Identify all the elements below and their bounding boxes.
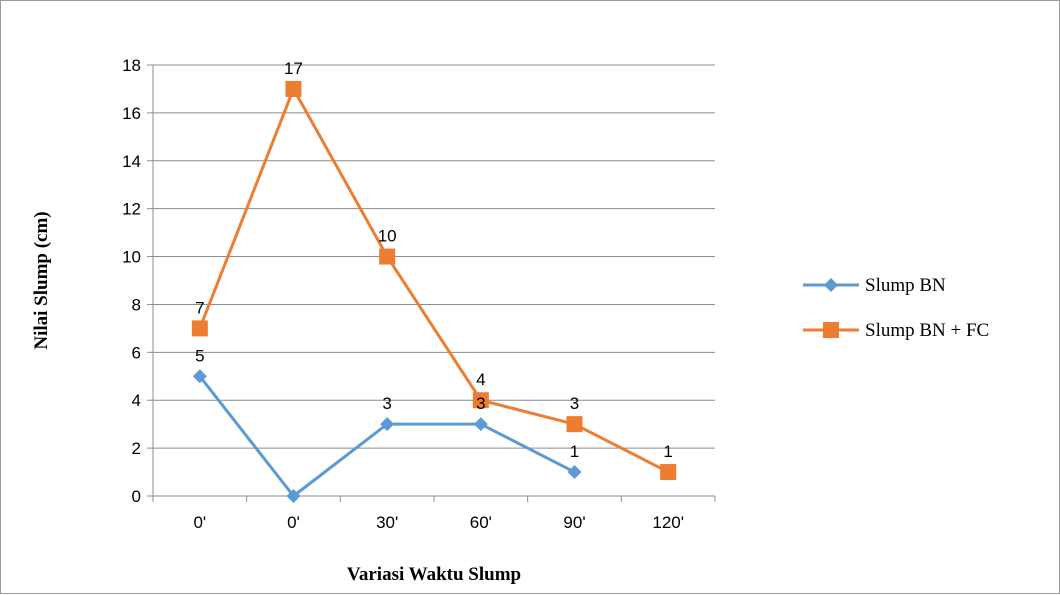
data-point-slump-bn-fc [566,416,583,433]
x-tick-label: 90' [563,513,585,532]
data-label-slump-bn-fc: 17 [284,59,303,78]
y-tick-label: 18 [122,56,141,75]
legend-marker-slump-bn [824,278,838,292]
data-label-slump-bn-fc: 4 [476,370,485,389]
y-tick-label: 16 [122,104,141,123]
y-axis-title: Nilai Slump (cm) [31,211,52,349]
x-tick-label: 0' [287,513,300,532]
data-point-slump-bn [286,489,301,503]
y-tick-label: 6 [132,343,141,362]
data-point-slump-bn-fc [285,80,302,97]
series-line-slump-bn-fc [198,87,669,474]
series [191,80,677,503]
x-axis-title: Variasi Waktu Slump [347,564,521,585]
data-point-slump-bn-fc [379,248,396,265]
legend-label-slump-bn: Slump BN [865,275,946,296]
legend-label-slump-bn-fc: Slump BN + FC [865,320,989,341]
x-tick-label: 60' [470,513,492,532]
legend: Slump BN Slump BN + FC [803,275,989,341]
data-point-slump-bn-fc [191,320,208,337]
data-label-slump-bn-fc: 10 [378,227,397,246]
gridlines [153,64,715,449]
data-label-slump-bn-fc: 7 [195,298,204,317]
data-label-slump-bn-fc: 1 [663,442,672,461]
x-tick-label: 0' [193,513,206,532]
y-tick-label: 8 [132,295,141,314]
data-point-slump-bn [473,417,488,432]
y-tick-label: 4 [132,391,141,410]
y-tick-label: 10 [122,248,141,267]
legend-marker-slump-bn-fc [823,322,839,338]
y-tick-label: 0 [132,487,141,506]
data-label-slump-bn: 5 [195,346,204,365]
data-point-slump-bn [380,417,395,432]
data-point-slump-bn-fc [472,392,489,409]
x-tick-label: 30' [376,513,398,532]
y-tick-label: 2 [132,439,141,458]
data-label-slump-bn: 1 [570,442,579,461]
x-tick-label: 120' [652,513,684,532]
data-point-slump-bn [192,369,207,384]
data-label-slump-bn: 3 [476,394,485,413]
y-tick-label: 12 [122,200,141,219]
data-label-slump-bn-fc: 3 [570,394,579,413]
data-point-slump-bn [567,465,582,480]
data-point-slump-bn-fc [660,464,677,481]
y-tick-label: 14 [122,152,141,171]
data-label-slump-bn: 3 [382,394,391,413]
